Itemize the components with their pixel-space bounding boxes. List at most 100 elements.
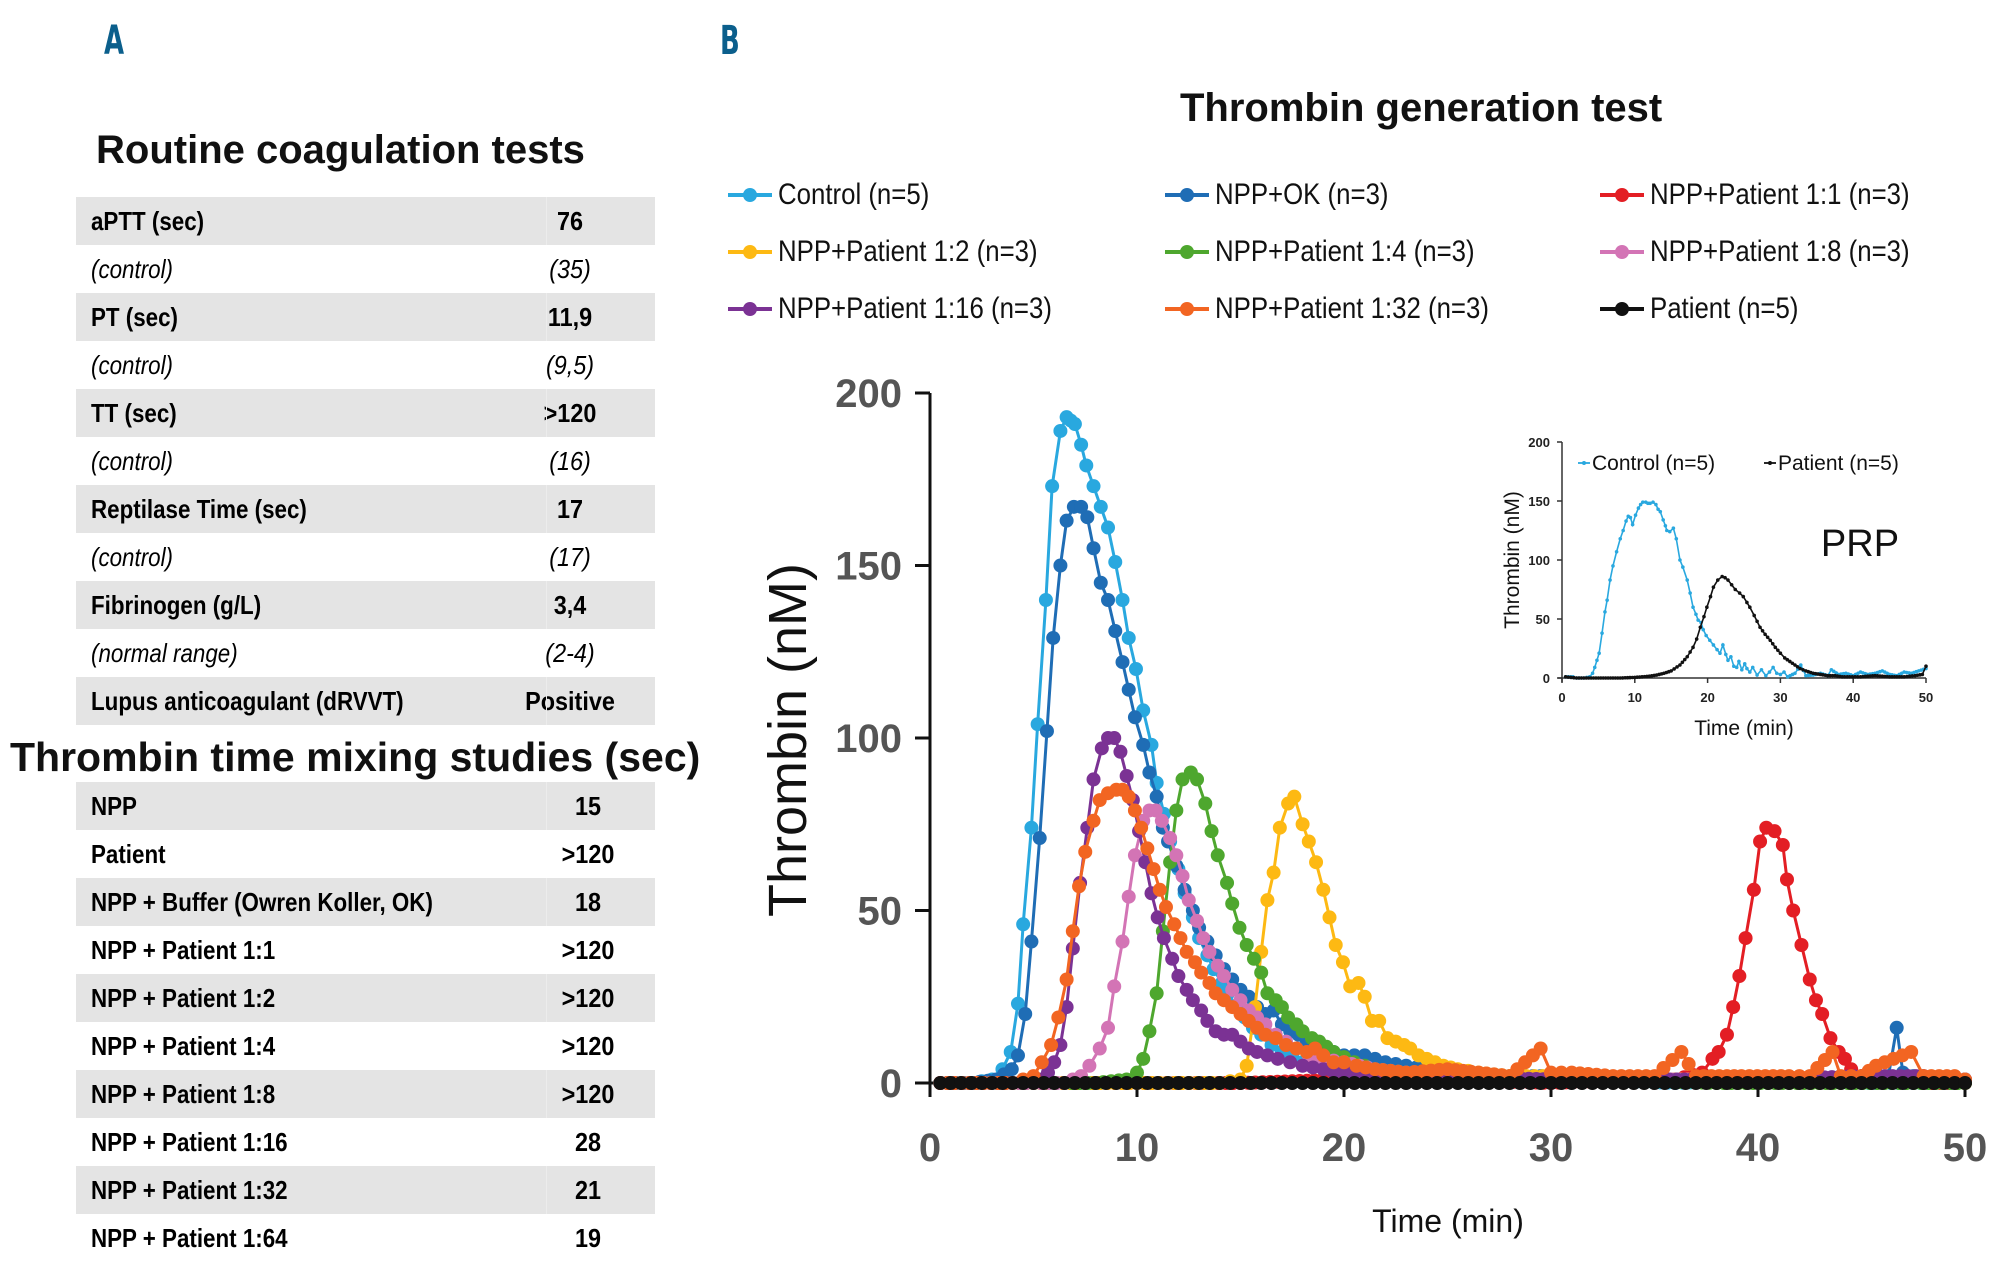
inset-legend-dot-icon <box>1768 461 1772 465</box>
data-point <box>1283 1055 1298 1070</box>
data-point <box>1254 965 1269 980</box>
table-row: aPTT (sec) 76 <box>76 197 655 245</box>
inset-data-point <box>1566 675 1571 679</box>
table-row: NPP + Patient 1:2 >120 <box>76 974 655 1022</box>
data-point <box>1326 1076 1341 1090</box>
routine-tests-title: Routine coagulation tests <box>96 128 585 172</box>
inset-y-tick-label: 0 <box>1543 671 1550 686</box>
inset-x-tick-label: 20 <box>1700 690 1714 705</box>
inset-data-point <box>1704 633 1708 638</box>
inset-data-point <box>1726 578 1730 582</box>
y-tick-label: 0 <box>880 1062 902 1106</box>
data-point <box>1051 1010 1066 1025</box>
inset-data-point <box>1924 664 1928 668</box>
data-point <box>1115 655 1130 670</box>
data-point <box>1337 1076 1351 1090</box>
data-point <box>1010 1048 1025 1063</box>
panel-b-label: B <box>720 18 740 64</box>
data-point <box>1243 1076 1258 1090</box>
data-point <box>1010 996 1025 1011</box>
data-point <box>1107 979 1122 994</box>
data-point <box>1753 834 1768 849</box>
data-point <box>1165 951 1180 966</box>
data-point <box>1169 803 1184 818</box>
data-point <box>933 1076 948 1090</box>
data-point <box>1173 931 1188 946</box>
y-tick-label: 50 <box>858 890 903 934</box>
data-point <box>1719 1027 1734 1042</box>
data-point <box>1782 1076 1797 1090</box>
data-point <box>1368 1076 1383 1090</box>
data-point <box>1044 1038 1059 1053</box>
inset-data-point <box>1630 522 1635 527</box>
data-point <box>1794 938 1809 952</box>
inset-data-point <box>1905 674 1909 679</box>
data-point <box>1823 1076 1838 1090</box>
legend-item: NPP+Patient 1:2 (n=3) <box>728 235 1080 269</box>
data-point <box>1419 1076 1434 1090</box>
data-point <box>1128 662 1143 676</box>
data-point <box>1533 1041 1548 1056</box>
data-point <box>1351 975 1366 990</box>
legend-marker-icon <box>728 178 772 212</box>
data-point <box>1512 1076 1527 1090</box>
data-point <box>1194 1003 1209 1018</box>
inset-data-point <box>1675 665 1679 669</box>
data-point <box>1167 917 1182 932</box>
inset-data-point <box>1733 587 1738 592</box>
data-point <box>1595 1076 1610 1090</box>
data-point <box>1958 1076 1972 1090</box>
row-value: (35) <box>549 253 591 284</box>
row-value: 11,9 <box>547 301 593 332</box>
legend-label: Patient (n=5) <box>1650 292 1799 325</box>
data-point <box>1080 510 1095 525</box>
data-point <box>1223 1076 1238 1090</box>
x-tick-label: 0 <box>919 1126 941 1170</box>
data-point <box>1142 765 1157 780</box>
data-point <box>1067 1076 1082 1090</box>
inset-data-point <box>1611 564 1615 568</box>
inset-data-point <box>1563 675 1568 679</box>
data-point <box>1709 1076 1724 1090</box>
inset-data-point <box>1798 663 1803 667</box>
data-point <box>1471 1076 1486 1090</box>
row-label: (control) <box>91 445 174 476</box>
data-point <box>1732 969 1747 984</box>
data-point <box>1039 724 1054 739</box>
data-point <box>1606 1076 1621 1090</box>
inset-data-point <box>1603 610 1607 614</box>
inset-data-point <box>1788 659 1792 664</box>
inset-data-point <box>1778 651 1783 656</box>
data-point <box>1179 982 1194 997</box>
data-point <box>1347 1076 1362 1090</box>
legend-label: NPP+Patient 1:8 (n=3) <box>1650 235 1910 268</box>
data-point <box>1065 941 1080 956</box>
inset-data-point <box>1748 605 1752 609</box>
data-point <box>1109 1076 1124 1090</box>
data-point <box>1146 862 1161 877</box>
data-point <box>1895 1076 1910 1090</box>
inset-x-tick-label: 10 <box>1628 690 1642 705</box>
data-point <box>1150 910 1165 925</box>
inset-data-point <box>1755 619 1759 624</box>
data-point <box>1034 1055 1049 1070</box>
data-point <box>1378 1076 1393 1090</box>
row-value: (16) <box>549 445 591 476</box>
inset-data-point <box>1694 637 1699 641</box>
x-tick-label: 10 <box>1115 1126 1160 1170</box>
row-value: >120 <box>561 1030 615 1061</box>
data-point <box>1121 630 1136 645</box>
data-point <box>1190 913 1205 928</box>
data-point <box>1059 1000 1074 1015</box>
data-point <box>1079 458 1094 473</box>
data-point <box>1113 744 1128 759</box>
data-point <box>1711 1044 1726 1059</box>
inset-axes: 0 50 100 150 200 0 10 20 30 40 50 <box>1528 435 1933 705</box>
inset-x-tick-label: 0 <box>1558 690 1565 705</box>
data-point <box>1637 1076 1652 1090</box>
inset-data-point <box>1572 675 1576 680</box>
series-patient-n-5 <box>933 1076 1972 1090</box>
data-point <box>1815 1007 1830 1021</box>
legend-marker-icon <box>728 235 772 269</box>
